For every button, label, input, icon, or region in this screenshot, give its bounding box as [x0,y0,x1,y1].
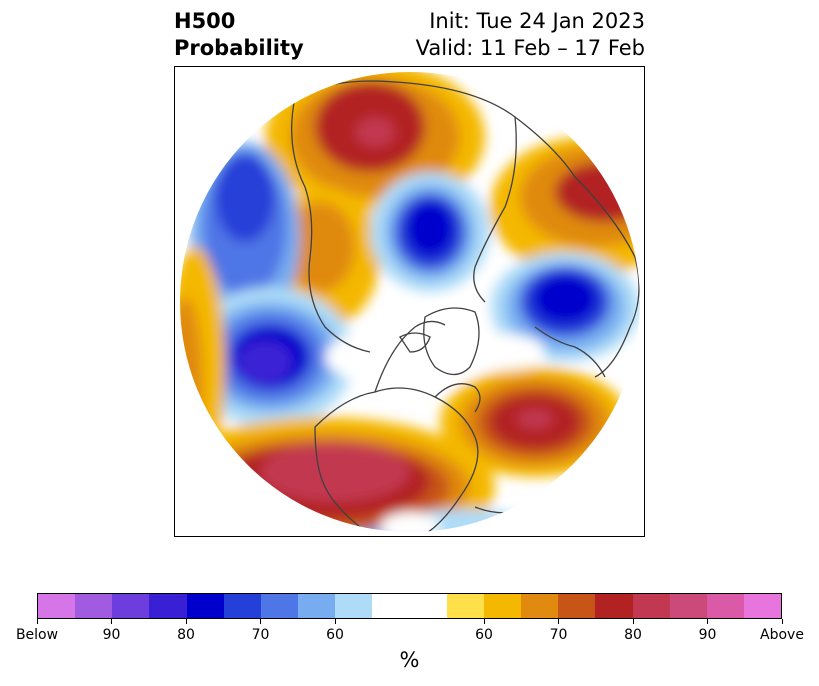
colorbar-tick [483,619,485,624]
chart-title-right: Init: Tue 24 Jan 2023 Valid: 11 Feb – 17… [416,8,645,62]
colorbar-cell [372,594,410,618]
probability-map [174,66,645,537]
colorbar-cell [632,594,670,618]
colorbar-tick-label: 70 [251,627,270,643]
colorbar-tick [185,619,187,624]
colorbar-cell [483,594,522,618]
colorbar-tick-label: 60 [326,627,344,643]
title-variable: H500 [174,9,236,33]
coastlines [291,80,640,532]
colorbar-tick-label: 90 [102,627,121,643]
title-product: Probability [174,36,304,60]
colorbar-tick-label: 90 [698,627,717,643]
colorbar-cell [446,594,484,618]
colorbar-ticks: Below 90 80 70 60 60 70 80 90 Above [16,619,804,649]
colorbar-unit-label: % [399,648,420,672]
colorbar-tick [260,619,261,624]
colorbar [37,593,782,619]
colorbar-tick-label: Above [760,627,804,643]
colorbar-tick [558,619,559,624]
title-valid-range: Valid: 11 Feb – 17 Feb [415,36,645,60]
colorbar-cell [595,594,633,618]
colorbar-tick-label: Below [15,627,59,643]
colorbar-tick-label: 80 [177,627,195,643]
colorbar-cell [260,594,299,618]
colorbar-tick [632,619,634,624]
colorbar-cell [743,594,782,618]
chart-title-left: H500 Probability [174,8,304,62]
colorbar-cell [75,594,113,618]
colorbar-cell [669,594,707,618]
colorbar-cell [558,594,596,618]
colorbar-tick [781,619,783,624]
colorbar-cell [149,594,187,618]
colorbar-cell [409,594,447,618]
colorbar-cell [706,594,744,618]
colorbar-tick [36,619,38,624]
colorbar-cell [521,594,559,618]
colorbar-tick-label: 60 [475,627,493,643]
colorbar-tick [334,619,336,624]
colorbar-cell [223,594,261,618]
colorbar-tick-label: 80 [624,627,642,643]
map-canvas [180,72,640,532]
probability-field [180,72,640,532]
colorbar-cell [112,594,150,618]
colorbar-cell [38,594,76,618]
colorbar-cell [298,594,336,618]
colorbar-cell [335,594,373,618]
colorbar-tick [111,619,112,624]
colorbar-cell [186,594,224,618]
colorbar-tick-label: 70 [549,627,568,643]
title-init-date: Init: Tue 24 Jan 2023 [429,9,645,33]
colorbar-tick [707,619,708,624]
